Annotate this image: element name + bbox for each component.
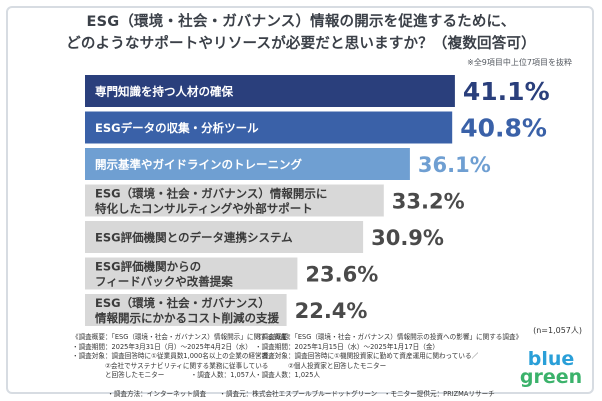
selection-note: ※全9項目中上位7項目を抜粋 [467,58,572,67]
survey2-target-2: ②個人投資家と回答したモニター [255,361,387,370]
survey-summary-1: 《調査概要：「ESG（環境・社会・ガバナンス）情報開示」に関する調査》 ・調査期… [72,333,293,381]
category-label-6-2: フィードバックや改善提案 [95,275,233,289]
category-label-2: ESGデータの収集・分析ツール [95,121,259,135]
category-label-7-2: 情報開示にかかるコスト削減の支援 [94,311,279,325]
category-label-7-1: ESG（環境・社会・ガバナンス） [95,296,270,310]
survey2-title: 《調査概要：「ESG（環境・社会・ガバナンス）情報開示の投資への影響」に関する調… [255,333,523,341]
survey2-count: ・調査人数：1,025人 [255,371,321,380]
survey1-target-2: ②会社でサステナビリティに関する業務に従事している [72,361,269,370]
sample-size: (n=1,057人) [533,326,582,335]
survey1-count: と回答したモニター ・調査人数：1,057人 [72,371,256,380]
value-label-6: 23.6% [305,263,378,287]
value-label-4: 33.2% [392,190,465,214]
value-label-2: 40.8% [460,114,547,143]
bar-6 [85,257,298,290]
bar-1 [85,75,455,107]
bar-5 [85,221,364,253]
category-label-6-1: ESG評価機関からの [95,260,201,274]
category-label-1: 専門知識を持つ人材の確保 [95,85,233,99]
bar-7 [85,294,287,326]
bar-3 [85,148,410,180]
survey1-target: ・調査対象：調査回答時に①従業員数1,000名以上の企業の経営者／ [72,352,275,361]
logo-green: green [519,366,583,388]
category-label-4-2: 特化したコンサルティングや外部サポート [95,202,313,216]
category-label-5: ESG評価機関とのデータ連携システム [95,231,293,245]
bluegreen-logo: blue green [516,348,586,388]
chart-title-line2: どのようなサポートやリソースが必要だと思いますか？（複数回答可） [66,36,536,52]
bar-4 [85,184,384,217]
category-label-4-1: ESG（環境・社会・ガバナンス）情報開示に [95,187,327,201]
value-label-1: 41.1% [463,77,550,106]
survey1-title: 《調査概要：「ESG（環境・社会・ガバナンス）情報開示」に関する調査》 [72,333,294,341]
bar-2 [85,111,453,144]
chart-title-line1: ESG（環境・社会・ガバナンス）情報の開示を促進するために、 [86,14,516,30]
survey-summary-2: 《調査概要：「ESG（環境・社会・ガバナンス）情報開示の投資への影響」に関する調… [255,333,522,381]
value-label-5: 30.9% [371,226,444,250]
category-label-3: 開示基準やガイドラインのトレーニング [95,158,302,172]
survey2-target: ・調査対象：調査回答時に①機関投資家に勤めて資産運用に関わっている／ [255,352,479,361]
survey-footer: ・調査方法：インターネット調査 ・調査元：株式会社エスプールブルードットグリーン… [107,390,495,398]
value-label-3: 36.1% [418,153,491,177]
survey2-period: ・調査期間：2025年1月15日（水）〜2025年1月17日（金） [255,342,440,351]
survey1-period: ・調査期間：2025年3月31日（月）〜2025年4月2日（水） [72,342,252,351]
logo-blue: blue [527,348,575,370]
value-label-7: 22.4% [295,299,368,323]
